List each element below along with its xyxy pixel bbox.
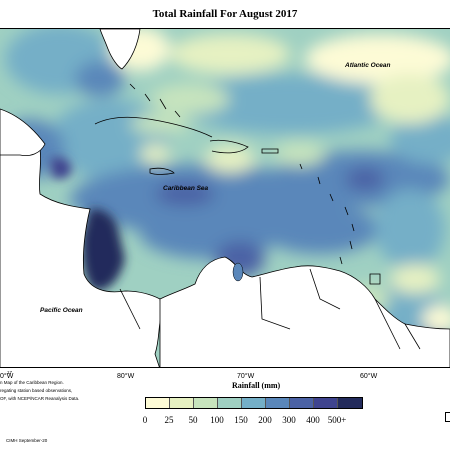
legend-swatch [194, 398, 218, 408]
legend-tick-label: 25 [164, 415, 174, 425]
label-pacific-ocean: Pacific Ocean [40, 307, 83, 314]
trinidad [369, 273, 381, 285]
legend-tick-label: 500+ [327, 415, 347, 425]
country-borders [119, 268, 421, 350]
legend-tick-label: 200 [258, 415, 272, 425]
legend-tick-label: 400 [306, 415, 320, 425]
legend-tick-label: 150 [234, 415, 248, 425]
legend-swatch [266, 398, 290, 408]
legend-tick-label: 300 [282, 415, 296, 425]
land-masses [0, 29, 450, 367]
longitude-tick: 60°W [360, 373, 378, 380]
legend-swatch [170, 398, 194, 408]
label-caribbean-sea: Caribbean Sea [163, 185, 209, 192]
footnote-credit: CIMH September-20 [6, 438, 48, 443]
yucatan [0, 108, 46, 156]
jamaica [149, 167, 175, 175]
puerto-rico [261, 148, 279, 154]
footnote-line: OF, with NCEP/NCAR Reanalysis Data. [0, 396, 80, 401]
footnote-line: regating station based observations, [0, 388, 73, 393]
legend-tick-label: 50 [188, 415, 198, 425]
label-atlantic-ocean: Atlantic Ocean [345, 62, 391, 69]
heavy-rain-core [50, 157, 125, 291]
longitude-tick: 0°W [0, 373, 14, 380]
rainfall-map [0, 28, 450, 368]
legend-tick-label: 0 [142, 415, 148, 425]
legend-swatch [314, 398, 338, 408]
south-america [159, 256, 450, 367]
lake-maracaibo [232, 262, 244, 282]
florida [99, 29, 141, 70]
longitude-tick: 80°W [117, 373, 135, 380]
bahamas [129, 83, 181, 118]
footnote-number: 17 [7, 370, 13, 375]
rainfall-map-canvas [0, 29, 450, 367]
cuba [94, 116, 213, 138]
legend-tick-label: 100 [210, 415, 224, 425]
legend-swatch [338, 398, 362, 408]
footnote-line: n Map of the Caribbean Region. [0, 380, 64, 385]
longitude-tick: 70°W [237, 373, 255, 380]
hispaniola [209, 139, 249, 154]
legend-swatch [218, 398, 242, 408]
island-outlines [94, 83, 421, 350]
map-title: Total Rainfall For August 2017 [152, 8, 298, 20]
legend-color-bar [145, 397, 363, 409]
legend-swatch [290, 398, 314, 408]
legend-title: Rainfall (mm) [232, 381, 281, 390]
edge-mark [445, 412, 450, 422]
legend-swatch [146, 398, 170, 408]
legend-swatch [242, 398, 266, 408]
lesser-antilles [299, 163, 355, 265]
